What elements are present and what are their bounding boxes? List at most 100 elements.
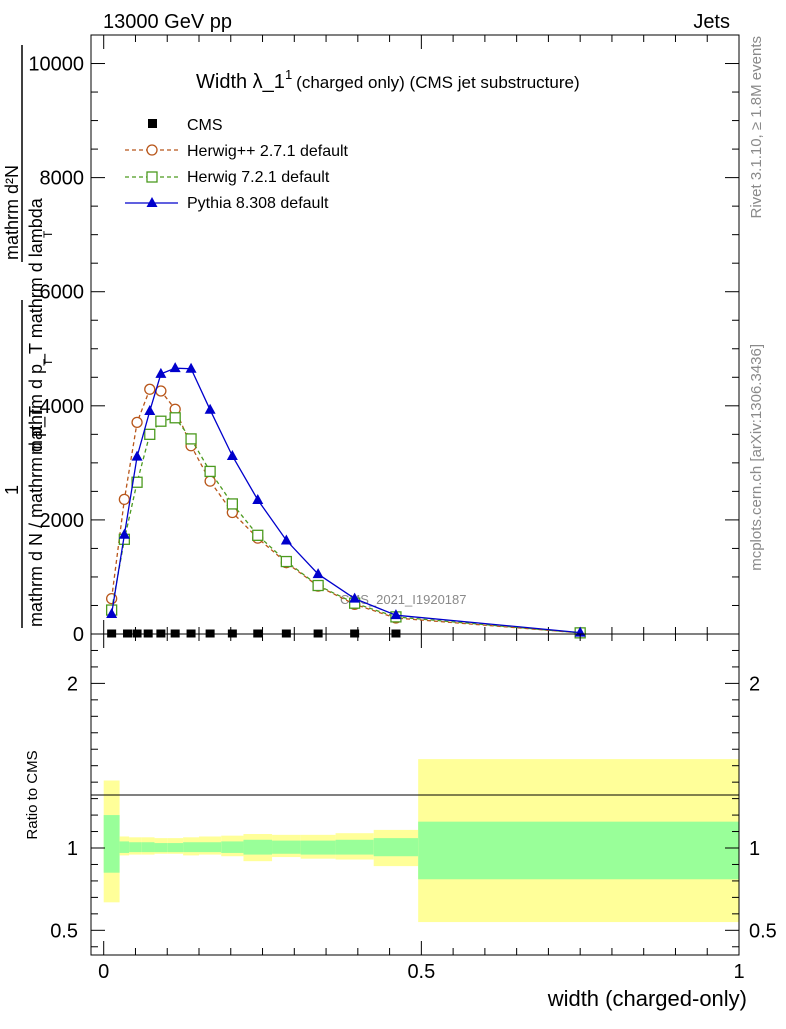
point-herwigpp	[118, 493, 131, 506]
legend-marker-cms	[148, 119, 157, 128]
point-pythia	[252, 493, 264, 504]
header-left-label: 13000 GeV pp	[103, 11, 232, 33]
legend: CMS Herwig++ 2.7.1 default Herwig 7.2.1 …	[125, 117, 349, 212]
ratio-y-tick-labels: 0.5 0.5 1 1 2 2	[50, 673, 777, 942]
plot-title: Width λ_11 (charged only) (CMS jet substr…	[196, 67, 580, 93]
ratio-band-inner	[141, 842, 155, 853]
ratio-band-inner	[373, 838, 419, 857]
point-herwig7	[312, 579, 324, 592]
ylabel-subscript-2: T	[41, 358, 55, 366]
legend-marker-pythia	[146, 197, 158, 207]
ratio-band-inner	[418, 821, 739, 880]
legend-marker-herwigpp	[146, 144, 158, 156]
x-tick-label: 0.5	[407, 961, 435, 983]
series-line-pythia	[110, 367, 581, 634]
point-herwig7	[131, 476, 143, 488]
legend-label-cms: CMS	[187, 117, 223, 134]
ratio-band-inner	[183, 842, 199, 853]
x-tick-label: 0	[98, 961, 109, 983]
plot-title-superscript: 1	[285, 67, 292, 82]
ratio-ytick-label-right: 0.5	[749, 920, 777, 942]
point-pythia	[390, 609, 402, 620]
main-y-axis-label: mathrm d²N mathrm d p_T mathrm d lambda …	[2, 45, 55, 628]
main-y-tick-labels: 0 2000 4000 6000 8000 10000	[28, 54, 84, 646]
ratio-band-inner	[119, 841, 130, 853]
ylabel-line-one: 1	[2, 485, 22, 495]
point-herwigpp	[131, 416, 143, 429]
main-ytick-label: 8000	[40, 168, 85, 190]
ratio-ytick-label-left: 2	[67, 673, 78, 695]
point-herwig7	[169, 412, 181, 424]
legend-entry-herwigpp: Herwig++ 2.7.1 default	[125, 143, 349, 160]
ylabel-line-dpt-dlambda: mathrm d p_T mathrm d lambda	[26, 197, 47, 455]
point-pythia	[144, 404, 156, 415]
point-pythia	[204, 403, 216, 414]
ratio-y-axis-label: Ratio to CMS	[24, 750, 41, 839]
point-herwig7	[280, 555, 293, 568]
point-herwig7	[185, 433, 197, 445]
point-pythia	[280, 534, 292, 545]
legend-label-herwigpp: Herwig++ 2.7.1 default	[187, 143, 349, 160]
ratio-band-inner	[300, 840, 336, 855]
main-ytick-label: 0	[73, 624, 84, 646]
point-pythia	[106, 608, 118, 619]
ratio-ytick-label-left: 1	[67, 838, 78, 860]
rivet-version-label: Rivet 3.1.10, ≥ 1.8M events	[748, 36, 765, 219]
point-herwig7	[204, 465, 216, 478]
point-pythia	[155, 367, 167, 378]
point-pythia	[185, 362, 197, 373]
ylabel-line-d2n: mathrm d²N	[2, 165, 22, 260]
main-ytick-label: 2000	[40, 510, 85, 532]
legend-label-pythia: Pythia 8.308 default	[187, 195, 329, 212]
ratio-ytick-label-right: 1	[749, 838, 760, 860]
ratio-band-inner	[199, 842, 222, 853]
ratio-band-inner	[243, 839, 273, 855]
ratio-axis-ticks	[91, 634, 740, 955]
ratio-plot-frame	[90, 633, 740, 956]
point-pythia	[118, 528, 130, 539]
legend-entry-pythia: Pythia 8.308 default	[125, 195, 329, 212]
legend-entry-herwig7: Herwig 7.2.1 default	[125, 169, 330, 186]
main-ytick-label: 4000	[40, 396, 85, 418]
legend-marker-herwig7	[146, 171, 158, 183]
point-pythia	[349, 592, 361, 603]
point-herwig7	[252, 529, 264, 541]
ratio-band-inner	[167, 843, 184, 853]
analysis-watermark: CMS_2021_I1920187	[340, 592, 467, 607]
x-tick-label: 1	[733, 961, 744, 983]
legend-entry-cms: CMS	[148, 117, 223, 134]
ratio-band-inner	[129, 842, 142, 853]
x-axis-label: width (charged-only)	[547, 986, 747, 1011]
ratio-ytick-label-right: 2	[749, 673, 760, 695]
point-pythia	[169, 362, 181, 373]
plot-title-subtitle: (charged only) (CMS jet substructure)	[296, 73, 579, 92]
point-pythia	[312, 568, 324, 579]
point-herwig7	[144, 428, 156, 440]
point-pythia	[226, 450, 238, 461]
ylabel-subscript-1: T	[41, 230, 55, 238]
ratio-band-inner	[272, 840, 301, 854]
point-pythia	[131, 450, 143, 461]
main-ytick-label: 6000	[40, 282, 85, 304]
ratio-uncertainty-bands	[103, 759, 739, 923]
ylabel-line-dn-dpt: mathrm d N / mathrm d p_T	[26, 406, 47, 627]
ratio-band-inner	[335, 839, 374, 855]
plot-title-main: Width λ_1	[196, 71, 285, 93]
point-herwig7	[155, 415, 167, 427]
point-herwigpp	[144, 383, 156, 395]
x-tick-labels: 0 0.5 1	[98, 961, 744, 983]
ratio-ytick-label-left: 0.5	[50, 920, 78, 942]
main-axis-ticks	[91, 34, 740, 635]
ratio-band-inner	[103, 815, 120, 873]
ratio-band-inner	[221, 841, 244, 853]
header-right-label: Jets	[693, 11, 730, 33]
ratio-panel: 0.5 0.51 12 2 0 0.5 1 Ratio to CMS width (cha…	[24, 633, 777, 1011]
legend-label-herwig7: Herwig 7.2.1 default	[187, 169, 330, 186]
point-herwig7	[226, 498, 239, 510]
main-ytick-label: 10000	[28, 54, 84, 76]
mcplots-reference-label: mcplots.cern.ch [arXiv:1306.3436]	[748, 344, 765, 571]
series-line-herwigpp	[110, 388, 581, 634]
